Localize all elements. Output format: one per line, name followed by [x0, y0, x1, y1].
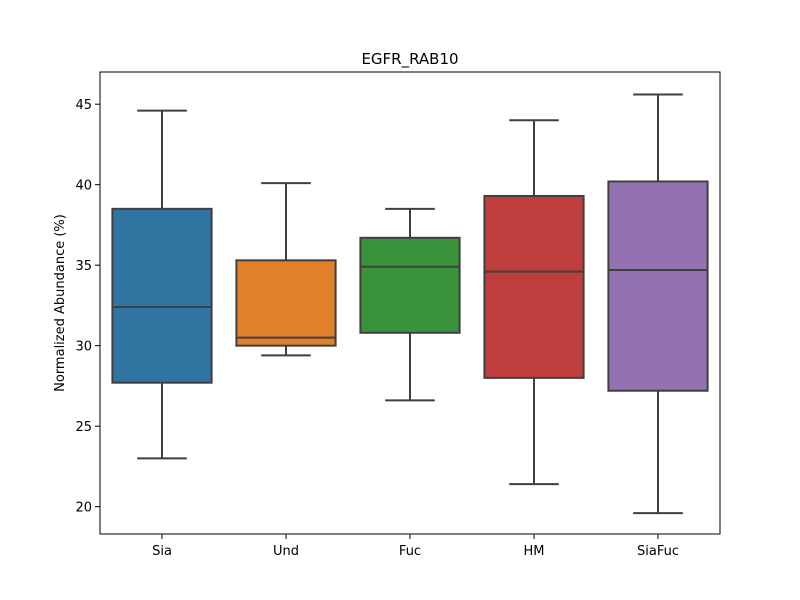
x-tick-label: Sia: [152, 544, 172, 559]
x-tick-label: HM: [524, 544, 545, 559]
box-hm: [483, 194, 585, 379]
y-axis-label: Normalized Abundance (%): [53, 214, 68, 392]
chart-title: EGFR_RAB10: [361, 50, 458, 69]
x-tick-label: Und: [273, 544, 299, 559]
box-fuc: [359, 236, 461, 334]
box-und: [235, 259, 337, 347]
box-siafuc: [607, 180, 709, 392]
y-tick-label: 20: [75, 501, 92, 516]
plot-frame: [99, 71, 721, 535]
box-sia: [111, 207, 213, 384]
y-tick-label: 30: [75, 340, 92, 355]
y-tick-label: 25: [75, 420, 92, 435]
y-tick-label: 40: [75, 179, 92, 194]
plot-area: 20 25 30 35 40 45 Sia Und Fuc HM SiaFuc: [75, 93, 709, 559]
y-tick-label: 45: [75, 98, 92, 113]
x-tick-label: Fuc: [399, 544, 421, 559]
x-tick-label: SiaFuc: [637, 544, 679, 559]
y-tick-label: 35: [75, 259, 92, 274]
